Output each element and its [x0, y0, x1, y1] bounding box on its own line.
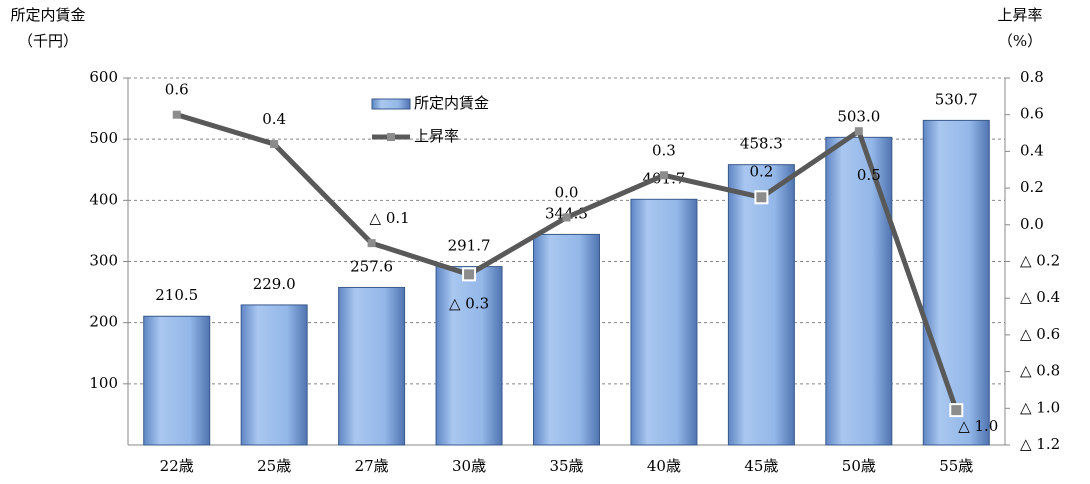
bar-value-label: 210.5	[155, 286, 198, 304]
x-tick-label: 30歳	[452, 457, 486, 475]
line-value-label: △ 0.3	[449, 294, 489, 312]
bar-value-label: 530.7	[935, 90, 978, 108]
bar-value-label: 229.0	[253, 275, 296, 293]
y2-tick-label: 0.8	[1020, 68, 1044, 86]
line-marker	[854, 127, 863, 136]
y-tick-label: 600	[89, 68, 118, 86]
bar	[435, 266, 503, 446]
line-value-label: 0.4	[262, 110, 286, 128]
line-marker	[367, 239, 376, 248]
y-tick-label: 100	[89, 374, 118, 392]
y2-tick-label: 0.0	[1020, 215, 1044, 233]
bar	[338, 286, 406, 446]
line-value-label: 0.0	[555, 183, 579, 201]
y2-tick-label: △ 1.0	[1020, 398, 1060, 416]
legend-label: 所定内賃金	[414, 94, 489, 112]
x-tick-label: 50歳	[842, 457, 876, 475]
bar	[727, 164, 795, 446]
legend-marker	[387, 133, 395, 141]
y2-tick-label: △ 0.8	[1020, 362, 1060, 380]
line-value-label: △ 1.0	[958, 417, 998, 435]
bar-value-label: 291.7	[448, 237, 491, 255]
line-marker	[562, 213, 571, 222]
x-tick-label: 35歳	[549, 457, 583, 475]
line-marker	[754, 190, 769, 205]
bar	[630, 198, 698, 446]
x-tick-label: 55歳	[939, 457, 973, 475]
line-value-label: 0.2	[749, 162, 773, 180]
y-tick-label: 200	[89, 313, 118, 331]
y-tick-label: 500	[89, 129, 118, 147]
line-value-label: 0.6	[165, 81, 189, 99]
bar	[240, 304, 308, 446]
line-marker	[270, 140, 279, 149]
x-tick-label: 45歳	[744, 457, 778, 475]
bar-value-label: 458.3	[740, 135, 783, 153]
line-value-label: 0.3	[652, 141, 676, 159]
y2-tick-label: 0.6	[1020, 105, 1044, 123]
bar	[143, 315, 211, 446]
y-axis-title: 所定内賃金	[10, 6, 85, 24]
legend-label: 上昇率	[414, 127, 459, 145]
line-marker	[462, 267, 477, 282]
legend-swatch	[371, 98, 411, 110]
x-tick-label: 25歳	[257, 457, 291, 475]
x-tick-label: 40歳	[647, 457, 681, 475]
y-axis-unit: （千円）	[18, 32, 78, 50]
bar	[922, 119, 990, 446]
bar-value-label: 257.6	[350, 257, 393, 275]
bar	[533, 233, 600, 446]
y2-tick-label: 0.2	[1020, 178, 1044, 196]
y2-tick-label: 0.4	[1020, 141, 1044, 159]
line-marker	[659, 171, 668, 180]
y2-tick-label: △ 0.4	[1020, 288, 1060, 306]
line-marker	[172, 110, 181, 119]
line-value-label: △ 0.1	[370, 209, 410, 227]
y2-tick-label: △ 0.2	[1020, 252, 1060, 270]
bar-value-label: 344.3	[545, 204, 588, 222]
y-tick-label: 400	[89, 190, 118, 208]
bar-value-label: 503.0	[837, 107, 880, 125]
y2-tick-label: △ 1.2	[1020, 435, 1060, 453]
x-tick-label: 27歳	[355, 457, 389, 475]
line-marker	[949, 403, 964, 418]
x-tick-label: 22歳	[160, 457, 194, 475]
y2-axis-unit: （%）	[998, 32, 1042, 50]
line-value-label: 0.5	[857, 166, 881, 184]
y2-axis-title: 上昇率	[997, 6, 1042, 24]
y2-tick-label: △ 0.6	[1020, 325, 1060, 343]
y-tick-label: 300	[89, 252, 118, 270]
